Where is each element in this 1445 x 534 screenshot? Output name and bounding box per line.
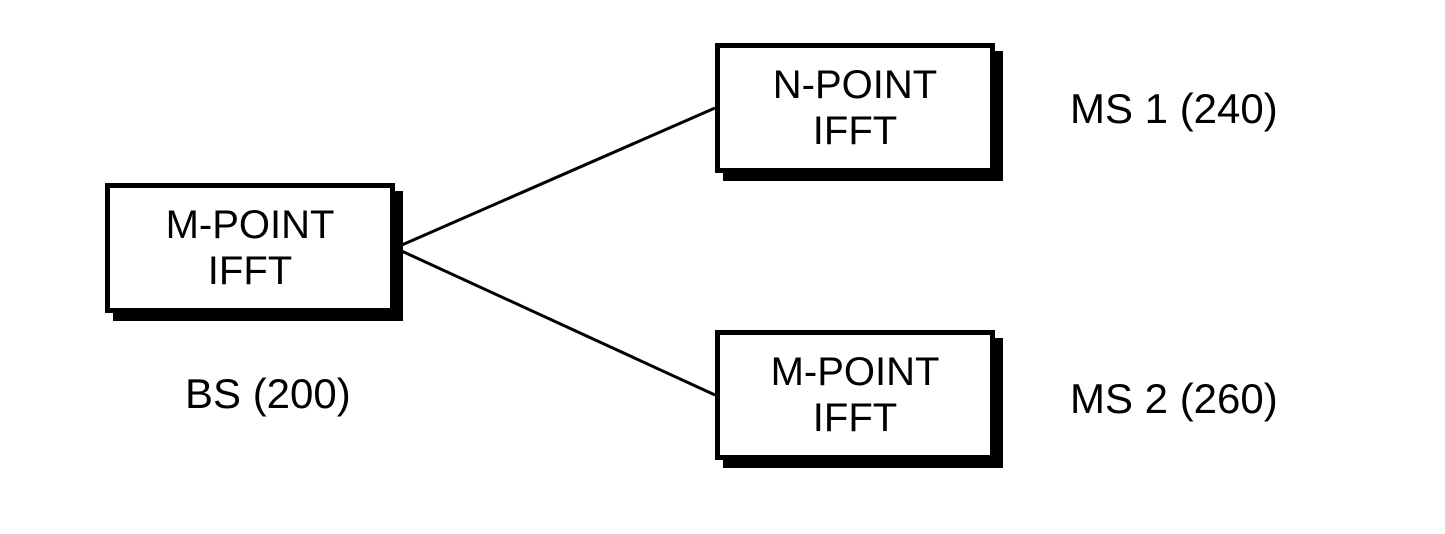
ms2-label: MS 2 (260) bbox=[1070, 375, 1278, 423]
ms2-node: M-POINT IFFT bbox=[715, 330, 995, 460]
ms1-node: N-POINT IFFT bbox=[715, 43, 995, 173]
ms1-label: MS 1 (240) bbox=[1070, 85, 1278, 133]
bs-node-line1: M-POINT bbox=[166, 202, 335, 248]
ms2-node-line2: IFFT bbox=[813, 395, 897, 441]
ms2-node-line1: M-POINT bbox=[771, 349, 940, 395]
edge-bs-ms1 bbox=[395, 108, 715, 248]
edge-bs-ms2 bbox=[395, 248, 715, 395]
bs-label: BS (200) bbox=[185, 370, 351, 418]
bs-node-line2: IFFT bbox=[208, 248, 292, 294]
diagram-canvas: M-POINT IFFT N-POINT IFFT M-POINT IFFT B… bbox=[0, 0, 1445, 534]
ms1-node-line2: IFFT bbox=[813, 108, 897, 154]
ms1-node-line1: N-POINT bbox=[773, 62, 937, 108]
bs-node: M-POINT IFFT bbox=[105, 183, 395, 313]
